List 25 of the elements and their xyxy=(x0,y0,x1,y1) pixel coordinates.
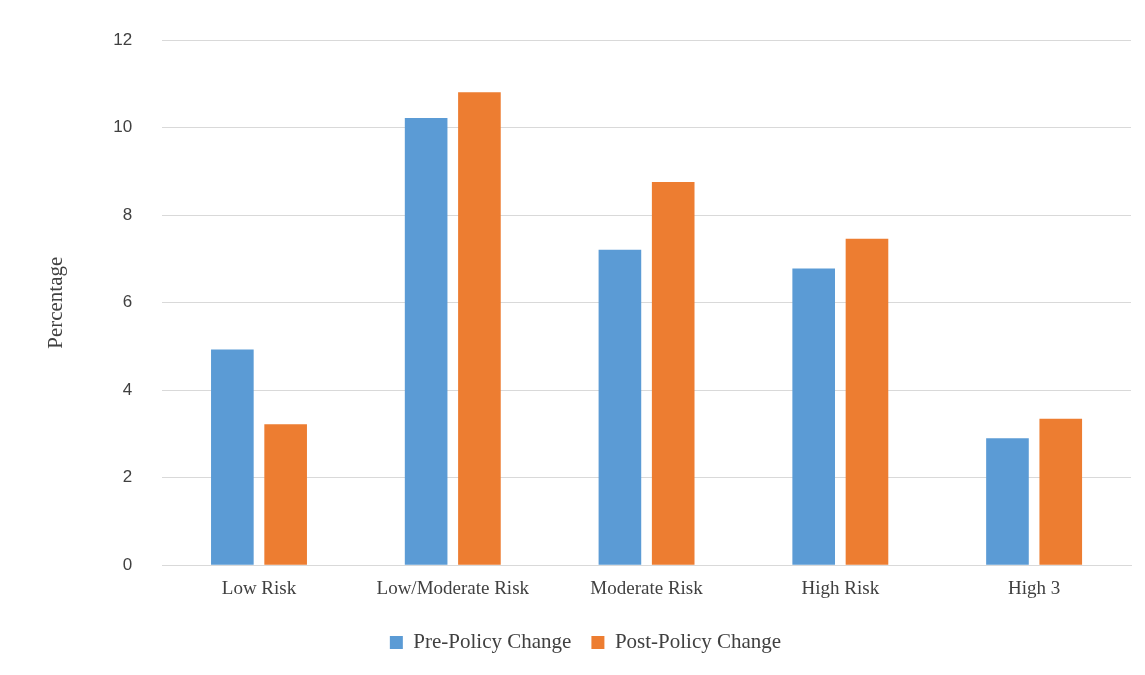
y-tick-label: 2 xyxy=(122,467,133,487)
bar xyxy=(845,238,889,565)
bar xyxy=(598,249,642,565)
y-axis-title: Percentage xyxy=(43,256,68,349)
x-tick-label: Low/Moderate Risk xyxy=(376,576,530,598)
y-tick-label: 0 xyxy=(122,554,133,574)
y-tick-label: 8 xyxy=(122,204,133,224)
y-tick-label: 6 xyxy=(122,292,133,312)
bar xyxy=(404,118,448,565)
bar xyxy=(651,181,695,565)
bar xyxy=(264,424,307,565)
legend-label: Post-Policy Change xyxy=(614,629,782,654)
y-tick-label: 4 xyxy=(122,379,133,399)
x-tick-label: Low Risk xyxy=(221,576,297,598)
x-tick-label: Moderate Risk xyxy=(590,576,704,598)
y-tick-label: 12 xyxy=(113,29,133,49)
x-tick-label: High Risk xyxy=(801,576,880,598)
bar xyxy=(1039,418,1083,565)
bar xyxy=(458,92,501,565)
y-tick-label: 10 xyxy=(113,117,133,137)
bar xyxy=(986,438,1029,565)
x-tick-label: High 3 xyxy=(1007,576,1061,598)
bar xyxy=(211,349,254,565)
legend-label: Pre-Policy Change xyxy=(413,629,572,654)
bar xyxy=(792,268,835,565)
